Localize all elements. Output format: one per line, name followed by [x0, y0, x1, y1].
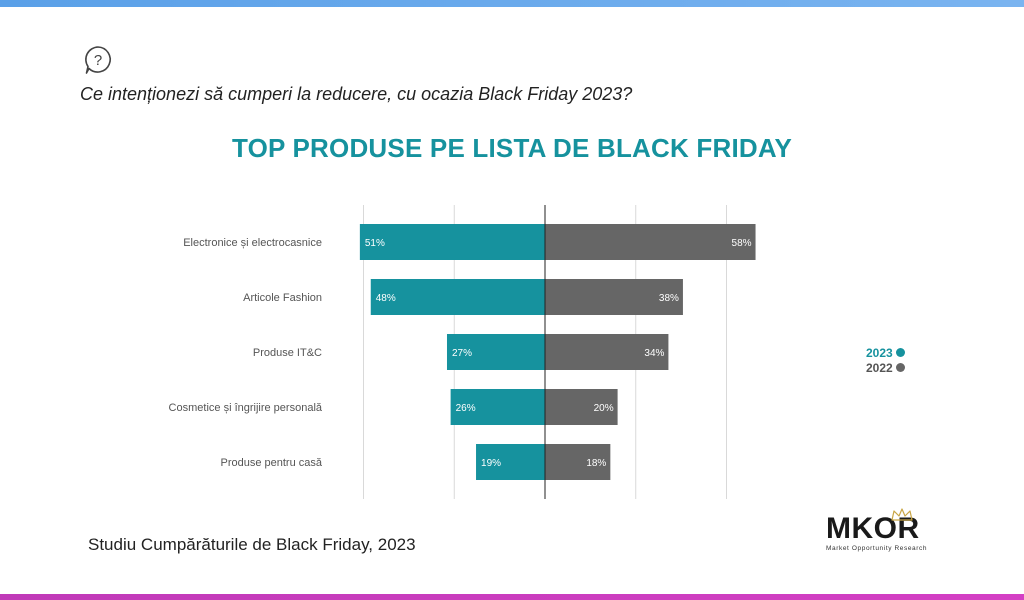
legend-label-2022: 2022: [866, 360, 893, 375]
source-note: Studiu Cumpărăturile de Black Friday, 20…: [88, 535, 416, 554]
category-label: Articole Fashion: [243, 292, 322, 304]
category-label: Produse pentru casă: [220, 457, 322, 469]
legend-item-2023: 2023: [866, 345, 905, 360]
question-bubble-icon: ?: [85, 46, 111, 74]
data-label-2022: 38%: [659, 293, 679, 304]
data-label-2022: 18%: [586, 458, 606, 469]
category-label: Produse IT&C: [253, 347, 322, 359]
chart-legend: 2023 2022: [866, 345, 905, 375]
logo-tagline: Market Opportunity Research: [826, 545, 928, 552]
data-label-2023: 51%: [365, 238, 385, 249]
top-accent-bar: [0, 0, 1024, 7]
data-label-2022: 34%: [644, 348, 664, 359]
bar-2022: [545, 444, 611, 480]
data-label-2022: 20%: [594, 403, 614, 414]
bar-2023: [359, 224, 545, 260]
chart-title: TOP PRODUSE PE LISTA DE BLACK FRIDAY: [231, 133, 793, 163]
bar-2022: [545, 279, 683, 315]
category-label: Electronice și electrocasnice: [183, 237, 322, 249]
svg-text:?: ?: [94, 52, 102, 69]
category-label: Cosmetice și îngrijire personală: [169, 402, 323, 414]
bar-2023: [450, 389, 545, 425]
bar-2022: [545, 334, 669, 370]
bar-2023: [476, 444, 545, 480]
legend-label-2023: 2023: [866, 345, 893, 360]
crown-icon: [891, 508, 913, 521]
bar-2023: [370, 279, 545, 315]
data-label-2023: 19%: [481, 458, 501, 469]
bar-2023: [446, 334, 545, 370]
logo-wordmark: MKOR: [826, 512, 920, 545]
survey-question: Ce intenționezi să cumperi la reducere, …: [80, 84, 633, 104]
data-label-2023: 48%: [376, 293, 396, 304]
bar-2022: [545, 389, 618, 425]
data-label-2023: 27%: [452, 348, 472, 359]
legend-dot-2022: [895, 363, 905, 372]
bottom-accent-bar: [0, 594, 1024, 600]
legend-dot-2023: [895, 348, 905, 357]
bar-2022: [545, 224, 756, 260]
data-label-2022: 58%: [732, 238, 752, 249]
legend-item-2022: 2022: [866, 360, 905, 375]
mkor-logo: MKOR Market Opportunity Research: [826, 508, 936, 558]
data-label-2023: 26%: [456, 403, 476, 414]
